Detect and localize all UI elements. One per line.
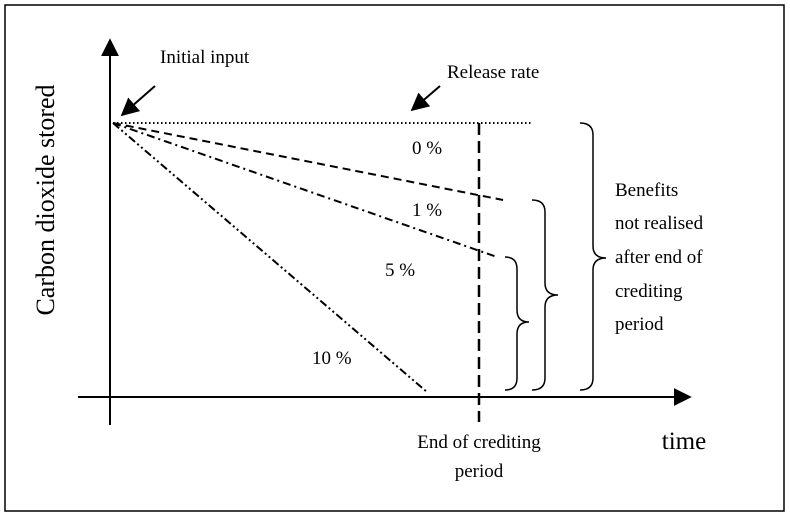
rate-label: 0 % [412, 138, 442, 159]
arrow [120, 85, 156, 117]
benefits-text: crediting [615, 281, 683, 302]
end-label: period [455, 461, 504, 482]
brace [579, 122, 607, 391]
rate-label: 10 % [312, 348, 352, 369]
arrow [410, 85, 441, 112]
benefits-text: not realised [615, 213, 704, 234]
braces [504, 122, 607, 391]
brace [504, 256, 530, 391]
line-5 [112, 122, 498, 258]
benefits-text: Benefits [615, 180, 678, 201]
y-axis-label: Carbon dioxide stored [31, 84, 60, 315]
line-1 [112, 122, 504, 201]
benefits-text: after end of [615, 247, 703, 268]
line-10 [112, 122, 428, 393]
annotation: Release rate [447, 62, 539, 83]
annotation: Initial input [160, 47, 250, 68]
benefits-text: period [615, 314, 664, 335]
end-label: End of crediting [417, 432, 541, 453]
frame [4, 4, 785, 512]
x-axis-label: time [662, 428, 706, 455]
brace [531, 199, 559, 391]
rate-label: 1 % [412, 200, 442, 221]
rate-label: 5 % [385, 260, 415, 281]
